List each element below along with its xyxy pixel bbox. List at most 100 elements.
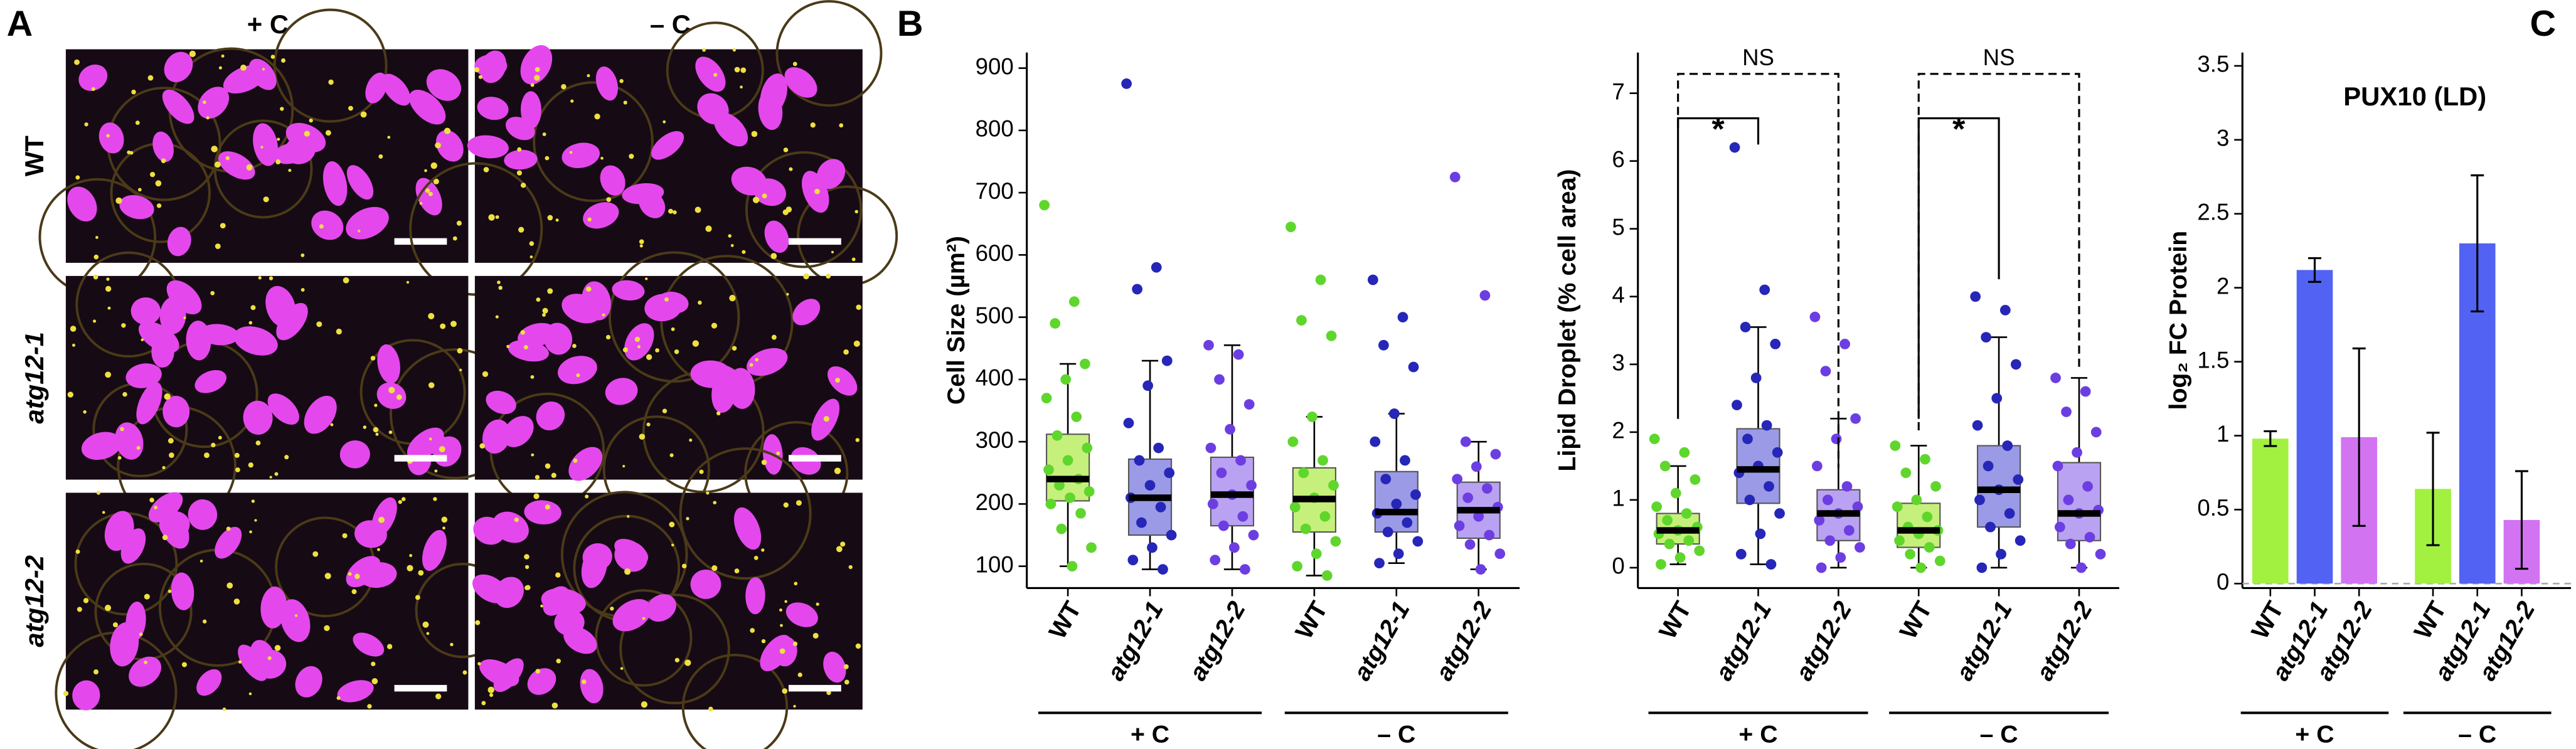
data-point — [1694, 545, 1705, 556]
lipid-droplet — [482, 371, 489, 378]
lipid-droplet — [425, 188, 430, 193]
nucleus — [690, 569, 721, 599]
data-point — [1930, 481, 1941, 492]
data-point — [1161, 355, 1173, 366]
nucleus — [558, 356, 597, 385]
lipid-droplet — [269, 475, 272, 479]
lipid-droplet — [248, 321, 253, 325]
data-point — [1831, 433, 1842, 445]
data-point — [1207, 499, 1218, 509]
lipid-droplet — [144, 661, 147, 664]
lipid-droplet — [149, 497, 154, 503]
lipid-droplet — [716, 411, 721, 416]
data-point — [2061, 406, 2072, 417]
data-point — [1742, 433, 1753, 445]
nucleus — [365, 72, 388, 104]
lipid-droplet — [336, 328, 342, 335]
nucleus — [339, 440, 370, 469]
lipid-droplet — [668, 208, 673, 214]
lipid-droplet — [840, 541, 846, 547]
lipid-droplet — [545, 463, 551, 469]
lipid-droplet — [839, 123, 844, 128]
lipid-droplet — [288, 169, 292, 173]
cell-outline — [679, 447, 812, 580]
lipid-droplet — [91, 87, 95, 92]
lipid-droplet — [810, 122, 816, 128]
lipid-droplet — [826, 274, 831, 279]
lipid-droplet — [740, 85, 743, 89]
y-tick-label: 6 — [1612, 146, 1624, 172]
x-tick-label: WT — [1043, 597, 1087, 644]
lipid-droplet — [93, 254, 99, 260]
lipid-droplet — [662, 408, 668, 413]
chart-title: PUX10 (LD) — [2343, 82, 2486, 111]
x-tick-label: atg12-1 — [1951, 597, 2018, 685]
data-point — [1086, 542, 1097, 553]
data-point — [1311, 548, 1322, 560]
lipid-droplet — [154, 506, 157, 509]
data-point — [1164, 467, 1175, 479]
data-point — [1210, 555, 1221, 566]
x-tick-label: atg12-1 — [1348, 597, 1415, 685]
lipid-droplet — [524, 554, 530, 560]
lipid-droplet — [835, 378, 841, 383]
nucleus — [479, 659, 519, 687]
lipid-droplet — [711, 322, 718, 329]
scale-bar — [394, 455, 447, 462]
nucleus — [119, 194, 154, 220]
data-point — [1389, 408, 1400, 419]
data-point — [1218, 520, 1229, 531]
lipid-droplet — [843, 349, 849, 355]
lipid-droplet — [789, 167, 793, 171]
lipid-droplet — [294, 614, 298, 617]
lipid-droplet — [547, 215, 553, 221]
lipid-droplet — [354, 573, 360, 580]
panel-label: A — [7, 4, 33, 44]
lipid-droplet — [646, 354, 652, 360]
data-point — [1132, 284, 1143, 295]
lipid-droplet — [351, 589, 357, 595]
nucleus — [72, 680, 100, 711]
nucleus — [426, 69, 462, 101]
lipid-droplet — [280, 58, 286, 63]
lipid-droplet — [534, 75, 540, 81]
scale-bar — [789, 455, 841, 462]
data-point — [1298, 467, 1309, 479]
data-point — [1484, 529, 1495, 541]
lipid-droplet — [761, 459, 767, 465]
scale-bar — [789, 238, 841, 245]
lipid-droplet — [127, 150, 131, 154]
nucleus — [377, 344, 400, 384]
lipid-droplet — [684, 659, 691, 666]
lipid-droplet — [183, 316, 186, 319]
data-point — [1999, 305, 2011, 316]
data-point — [1289, 501, 1301, 513]
row-label: WT — [19, 135, 49, 177]
lipid-droplet — [441, 516, 448, 523]
lipid-droplet — [784, 600, 787, 603]
lipid-droplet — [569, 151, 573, 154]
data-point — [1651, 501, 1662, 513]
micrograph — [38, 8, 469, 296]
lipid-droplet — [168, 438, 174, 444]
bar — [2296, 270, 2333, 584]
data-point — [1039, 199, 1050, 211]
lipid-droplet — [525, 585, 531, 590]
lipid-droplet — [639, 244, 643, 248]
x-tick-label: WT — [2408, 597, 2452, 644]
data-point — [1374, 558, 1385, 569]
data-point — [1412, 536, 1424, 547]
data-point — [1924, 542, 1935, 553]
lipid-droplet — [462, 670, 467, 675]
lipid-droplet — [792, 61, 797, 66]
lipid-droplet — [498, 285, 503, 290]
lipid-droplet — [439, 446, 445, 452]
y-tick-label: 5 — [1612, 214, 1624, 240]
lipid-droplet — [853, 340, 860, 347]
data-point — [1690, 474, 1701, 485]
nucleus — [582, 543, 612, 571]
data-point — [1228, 542, 1240, 553]
lipid-droplet — [363, 425, 367, 429]
row-label: atg12-2 — [19, 555, 49, 647]
lipid-droplet — [794, 582, 798, 586]
